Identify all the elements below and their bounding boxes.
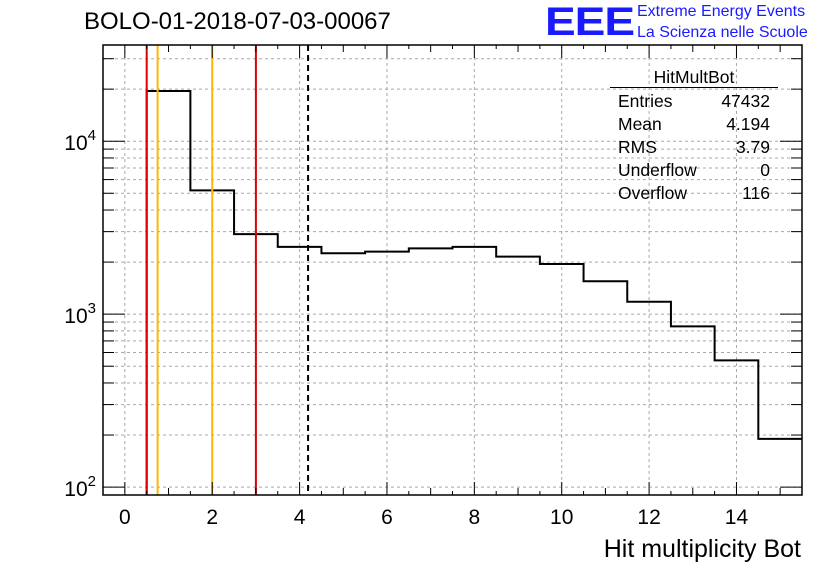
stats-label: Underflow	[618, 160, 697, 180]
grid-lines	[103, 45, 802, 495]
stats-label: RMS	[618, 137, 657, 157]
x-tick-label: 2	[206, 506, 218, 529]
stats-row-overflow: Overflow 116	[610, 182, 778, 205]
chart-title: BOLO-01-2018-07-03-00067	[84, 8, 391, 35]
stats-row-entries: Entries 47432	[610, 90, 778, 113]
stats-row-rms: RMS 3.79	[610, 136, 778, 159]
stats-box: HitMultBot Entries 47432 Mean 4.194 RMS 3.7…	[610, 68, 778, 205]
y-axis-ticks	[103, 58, 802, 496]
stats-value: 3.79	[735, 137, 770, 157]
histogram-outline	[145, 90, 802, 495]
x-tick-label: 0	[119, 506, 131, 529]
stats-row-mean: Mean 4.194	[610, 113, 778, 136]
y-tick-label: 104	[64, 127, 96, 155]
x-tick-label: 10	[550, 506, 573, 529]
stats-label: Overflow	[618, 183, 688, 203]
stats-box-title: HitMultBot	[610, 68, 778, 88]
stats-value: 47432	[721, 91, 770, 111]
x-tick-label: 6	[381, 506, 393, 529]
stats-row-underflow: Underflow 0	[610, 159, 778, 182]
y-tick-label: 102	[64, 473, 96, 501]
stats-value: 116	[742, 183, 770, 203]
y-tick-label: 103	[64, 300, 96, 328]
stats-value: 0	[760, 160, 770, 180]
x-tick-label: 14	[725, 506, 749, 529]
x-tick-label: 12	[637, 506, 660, 529]
stats-label: Entries	[618, 91, 673, 111]
stats-value: 4.194	[726, 114, 770, 134]
eee-logo: EEE	[545, 0, 635, 44]
stats-label: Mean	[618, 114, 662, 134]
x-axis-ticks	[124, 45, 781, 495]
eee-logo-line1: Extreme Energy Events	[637, 3, 806, 20]
x-axis-label: Hit multiplicity Bot	[603, 535, 801, 563]
x-tick-label: 4	[294, 506, 306, 529]
x-tick-label: 8	[469, 506, 481, 529]
eee-logo-line2: La Scienza nelle Scuole	[637, 24, 808, 41]
